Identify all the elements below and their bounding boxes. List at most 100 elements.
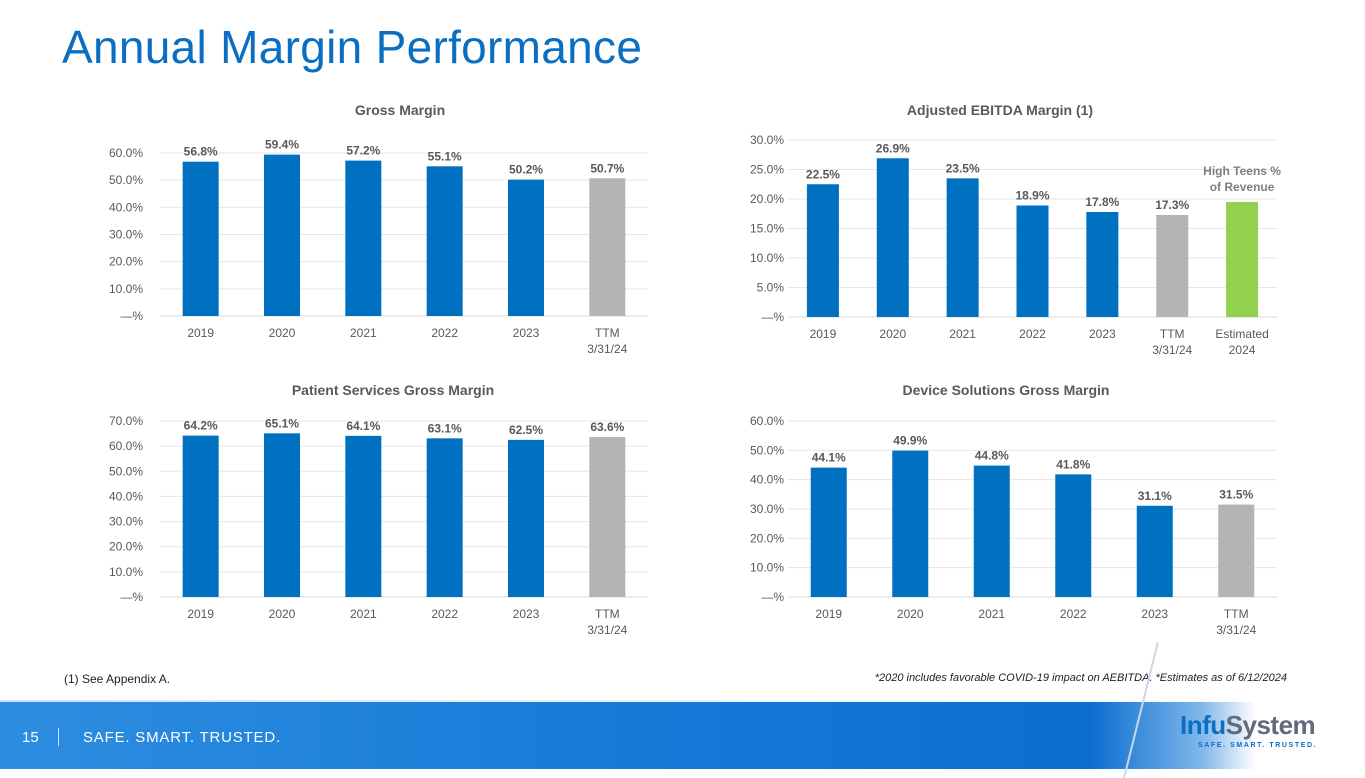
footer-tagline: SAFE. SMART. TRUSTED. — [83, 729, 281, 746]
data-label: 17.8% — [1085, 195, 1119, 209]
bar — [264, 154, 300, 316]
y-tick-label: 10.0% — [750, 251, 784, 265]
data-label: 17.3% — [1155, 198, 1189, 212]
y-tick-label: 10.0% — [750, 561, 784, 575]
data-label: 50.2% — [509, 163, 543, 177]
x-tick-label: 2021 — [949, 327, 976, 341]
x-tick-label: 2023 — [513, 326, 540, 340]
x-tick-label: 2020 — [879, 327, 906, 341]
bar — [508, 179, 544, 316]
x-tick-label: 2022 — [431, 326, 458, 340]
y-tick-label: 20.0% — [750, 192, 784, 206]
data-label: 44.8% — [975, 449, 1009, 463]
bar — [426, 438, 463, 597]
data-label: 59.4% — [265, 138, 299, 152]
data-label: 41.8% — [1056, 457, 1090, 471]
y-tick-label: 60.0% — [750, 414, 784, 428]
data-label: 64.2% — [184, 419, 218, 433]
page-number: 15 — [22, 729, 39, 746]
chart-title: Patient Services Gross Margin — [292, 382, 494, 398]
x-tick-label: 2019 — [187, 607, 214, 621]
bar — [1218, 504, 1255, 597]
x-tick-label: 2019 — [815, 607, 842, 621]
bar — [876, 158, 909, 317]
data-label: 26.9% — [876, 141, 910, 155]
infusystem-logo: InfuSystem SAFE. SMART. TRUSTED. — [1180, 712, 1330, 760]
x-tick-label: 2022 — [1019, 327, 1046, 341]
y-tick-label: 40.0% — [109, 200, 143, 214]
x-tick-label: TTM 3/31/24 — [1216, 607, 1256, 637]
data-label: 56.8% — [184, 145, 218, 159]
y-tick-label: 25.0% — [750, 163, 784, 177]
y-tick-label: —% — [761, 310, 784, 324]
logo-wordmark: InfuSystem — [1180, 710, 1316, 740]
estimate-annotation: High Teens % of Revenue — [1203, 164, 1281, 194]
data-label: 31.1% — [1138, 489, 1172, 503]
data-label: 57.2% — [346, 144, 380, 158]
bar — [508, 439, 544, 597]
bar — [264, 433, 300, 597]
bar — [973, 465, 1010, 597]
y-tick-label: 20.0% — [750, 531, 784, 545]
y-tick-label: 30.0% — [109, 515, 143, 529]
chart-title: Device Solutions Gross Margin — [903, 382, 1110, 398]
footer-band — [0, 702, 1365, 769]
y-tick-label: —% — [120, 590, 143, 604]
x-tick-label: TTM 3/31/24 — [587, 607, 627, 637]
x-tick-label: 2023 — [1141, 607, 1168, 621]
data-label: 63.1% — [428, 421, 462, 435]
bar — [1086, 211, 1119, 317]
bar — [1156, 214, 1189, 317]
x-tick-label: 2021 — [978, 607, 1005, 621]
bar — [1055, 474, 1092, 597]
x-tick-label: 2022 — [1060, 607, 1087, 621]
footer-divider — [0, 700, 1250, 702]
bar — [345, 435, 382, 597]
bar — [589, 178, 626, 316]
data-label: 49.9% — [893, 434, 927, 448]
data-label: 22.5% — [806, 167, 840, 181]
footnote-estimates: *2020 includes favorable COVID-19 impact… — [874, 672, 1287, 684]
data-label: 55.1% — [428, 149, 462, 163]
y-tick-label: 20.0% — [109, 255, 143, 269]
y-tick-label: 40.0% — [109, 489, 143, 503]
bar — [892, 450, 929, 597]
x-tick-label: 2019 — [187, 326, 214, 340]
x-tick-label: 2020 — [269, 607, 296, 621]
bar — [345, 160, 382, 316]
y-tick-label: 40.0% — [750, 473, 784, 487]
x-tick-label: TTM 3/31/24 — [1152, 327, 1192, 357]
y-tick-label: 5.0% — [757, 281, 785, 295]
page-title: Annual Margin Performance — [62, 21, 643, 73]
y-tick-label: 10.0% — [109, 565, 143, 579]
data-label: 65.1% — [265, 416, 299, 430]
bar — [426, 166, 463, 316]
y-tick-label: 50.0% — [109, 464, 143, 478]
chart-title: Adjusted EBITDA Margin (1) — [907, 102, 1093, 118]
y-tick-label: —% — [120, 309, 143, 323]
y-tick-label: 15.0% — [750, 222, 784, 236]
y-tick-label: 70.0% — [109, 414, 143, 428]
y-tick-label: 30.0% — [750, 133, 784, 147]
footer-separator — [58, 728, 59, 746]
y-tick-label: 30.0% — [750, 502, 784, 516]
x-tick-label: 2021 — [350, 326, 377, 340]
x-tick-label: 2021 — [350, 607, 377, 621]
bar — [806, 184, 839, 317]
bar — [182, 161, 219, 316]
bar — [589, 437, 626, 597]
y-tick-label: 60.0% — [109, 439, 143, 453]
bar — [1136, 505, 1173, 597]
logo-tagline: SAFE. SMART. TRUSTED. — [1198, 742, 1318, 749]
bar — [810, 467, 847, 597]
y-tick-label: 30.0% — [109, 228, 143, 242]
footnote-appendix: (1) See Appendix A. — [64, 672, 171, 686]
chart-title: Gross Margin — [355, 102, 445, 118]
x-tick-label: 2020 — [897, 607, 924, 621]
data-label: 63.6% — [590, 420, 624, 434]
x-tick-label: 2023 — [1089, 327, 1116, 341]
